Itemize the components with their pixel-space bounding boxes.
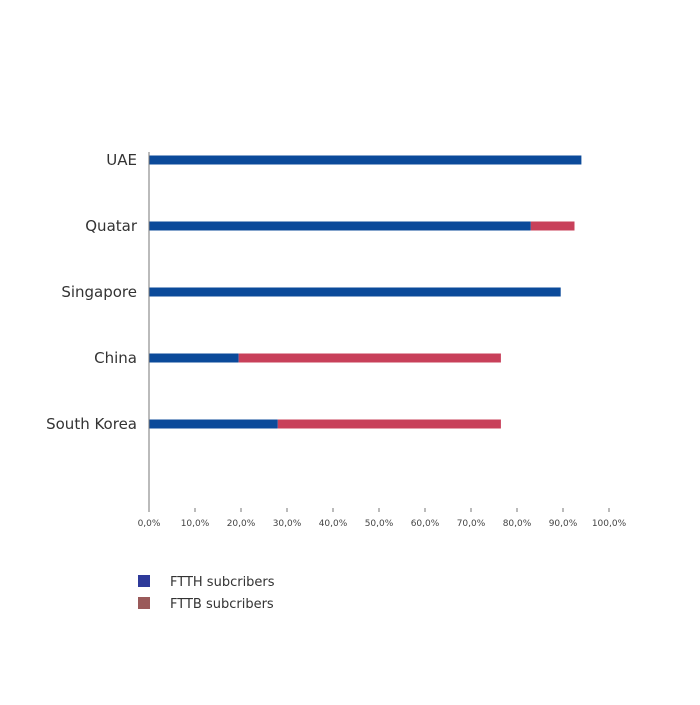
x-tick-label: 90,0% (549, 519, 578, 529)
x-tick-label: 100,0% (592, 519, 627, 529)
bars-layer (149, 155, 582, 429)
x-tick-label: 20,0% (227, 519, 256, 529)
bar-china-fttb-subcribers (238, 353, 501, 363)
x-tick-label: 30,0% (273, 519, 302, 529)
category-label-singapore: Singapore (61, 283, 137, 301)
x-tick-label: 0,0% (138, 519, 161, 529)
bar-china-ftth-subcribers (149, 353, 239, 363)
legend-swatch-ftth-subcribers (138, 575, 150, 587)
x-tick-label: 60,0% (411, 519, 440, 529)
legend: FTTH subcribers FTTB subcribers (138, 575, 275, 612)
category-labels: UAE Quatar Singapore China South Korea (46, 151, 138, 433)
bar-uae-ftth-subcribers (149, 155, 582, 165)
category-label-china: China (94, 349, 137, 367)
x-tick-label: 10,0% (181, 519, 210, 529)
x-tick-label: 50,0% (365, 519, 394, 529)
legend-label-ftth-subcribers: FTTH subcribers (170, 575, 275, 590)
bar-quatar-ftth-subcribers (149, 221, 531, 231)
category-label-quatar: Quatar (85, 217, 138, 235)
x-axis-ticks: 0,0% 10,0% 20,0% 30,0% 40,0% 50,0% 60,0% 70,0% 8… (138, 508, 627, 529)
x-tick-label: 70,0% (457, 519, 486, 529)
category-label-south-korea: South Korea (46, 415, 137, 433)
bar-singapore-ftth-subcribers (149, 287, 561, 297)
x-tick-label: 80,0% (503, 519, 532, 529)
legend-swatch-fttb-subcribers (138, 597, 150, 609)
x-tick-label: 40,0% (319, 519, 348, 529)
category-label-uae: UAE (106, 151, 137, 169)
legend-label-fttb-subcribers: FTTB subcribers (170, 597, 274, 612)
bar-quatar-fttb-subcribers (530, 221, 575, 231)
bar-south-korea-fttb-subcribers (277, 419, 501, 429)
bar-south-korea-ftth-subcribers (149, 419, 278, 429)
